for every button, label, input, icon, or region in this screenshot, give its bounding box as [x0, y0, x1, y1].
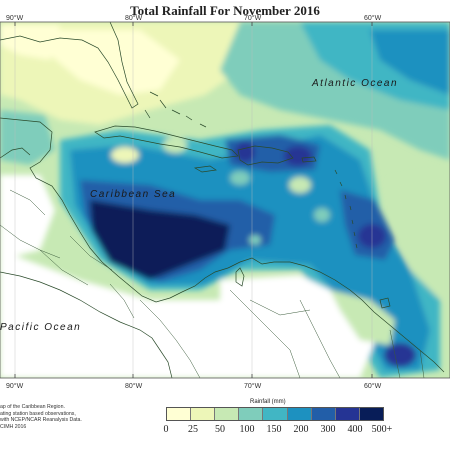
jamaica-coast: [193, 165, 217, 173]
legend-swatch: [287, 408, 312, 420]
legend-tick-label: 300: [320, 424, 336, 435]
legend-color-bar: [166, 407, 384, 421]
legend-tick-label: 500+: [371, 424, 393, 435]
legend-tick-label: 150: [266, 424, 282, 435]
lon-label-top-60w: 60°W: [364, 14, 382, 22]
rainfall-spot-cuba-west: [163, 137, 187, 153]
legend-swatch: [167, 408, 192, 420]
cuba-coast: [94, 125, 239, 159]
legend-tick-label: 0: [163, 424, 169, 435]
credits-line: with NCEP/NCAR Reanalysis Data.: [0, 417, 82, 424]
borders: [0, 189, 425, 378]
credits-line: CIMH 2016: [0, 423, 27, 430]
lon-label-top-70w: 70°W: [244, 14, 262, 22]
legend-swatch: [335, 408, 360, 420]
legend-swatch: [191, 408, 216, 420]
legend-swatch: [359, 408, 383, 420]
legend-swatch: [263, 408, 288, 420]
legend-tick-label: 200: [293, 424, 309, 435]
legend-swatch: [239, 408, 264, 420]
credits-text: ap of the Caribbean Region. ating statio…: [0, 404, 140, 430]
lon-label-bottom-90w: 90°W: [6, 382, 24, 390]
caribbean-sea-label: Caribbean Sea: [90, 189, 176, 200]
rainfall-core-puerto-rico: [284, 146, 312, 166]
rainfall-zone-atlantic-east: [370, 30, 450, 95]
rainfall-spot-jamaica: [230, 171, 250, 185]
rainfall-zone-central-america: [0, 175, 55, 260]
lon-label-top-80w: 80°W: [125, 14, 143, 22]
rainfall-zone-east-light: [390, 170, 450, 300]
trinidad-coast: [379, 297, 391, 309]
lake-maracaibo: [235, 267, 245, 287]
graticule: [14, 22, 373, 378]
lon-ticks: [14, 22, 373, 378]
bahamas-islands: [144, 91, 207, 128]
legend-tick-labels: 0 25 50 100 150 200 300 400 500+: [0, 424, 450, 438]
legend-tick-label: 400: [347, 424, 363, 435]
rainfall-zone-venezuela: [330, 290, 395, 345]
rainfall-spot-east: [314, 208, 330, 222]
rainfall-zone-max-west: [90, 200, 230, 280]
legend-tick-label: 25: [188, 424, 198, 435]
lon-label-top-90w: 90°W: [6, 14, 24, 22]
hispaniola-coast: [237, 145, 294, 166]
rainfall-zone-yucatan: [0, 110, 55, 165]
atlantic-ocean-label: Atlantic Ocean: [311, 78, 398, 89]
credits-line: ap of the Caribbean Region.: [0, 404, 65, 410]
central-america-pacific: [0, 271, 173, 378]
legend-tick-label: 100: [239, 424, 255, 435]
central-america-coast: [0, 117, 229, 303]
lon-label-bottom-80w: 80°W: [125, 382, 143, 390]
legend-swatch: [311, 408, 336, 420]
map-frame: [0, 21, 450, 379]
florida-coast: [0, 22, 139, 109]
rainfall-spot-south: [249, 235, 261, 245]
rainfall-zone-driest: [20, 30, 180, 95]
coastlines: [0, 22, 445, 378]
legend-swatch: [215, 408, 240, 420]
pacific-ocean-label: Pacific Ocean: [0, 322, 81, 333]
lon-label-bottom-70w: 70°W: [244, 382, 262, 390]
credits-line: ating station based observations,: [0, 410, 76, 417]
legend-tick-label: 50: [215, 424, 225, 435]
rainfall-spot-cuba-east: [111, 147, 139, 163]
yucatan-coast: [0, 147, 31, 159]
rainfall-core-guyana: [384, 343, 416, 367]
legend-title: Rainfall (mm): [250, 399, 286, 405]
lon-label-bottom-60w: 60°W: [364, 382, 382, 390]
puerto-rico-coast: [301, 156, 317, 163]
south-america-coast: [227, 257, 445, 373]
map-title: Total Rainfall For November 2016: [130, 3, 320, 18]
lesser-antilles: [334, 169, 358, 249]
rainfall-spot-central: [289, 177, 311, 193]
